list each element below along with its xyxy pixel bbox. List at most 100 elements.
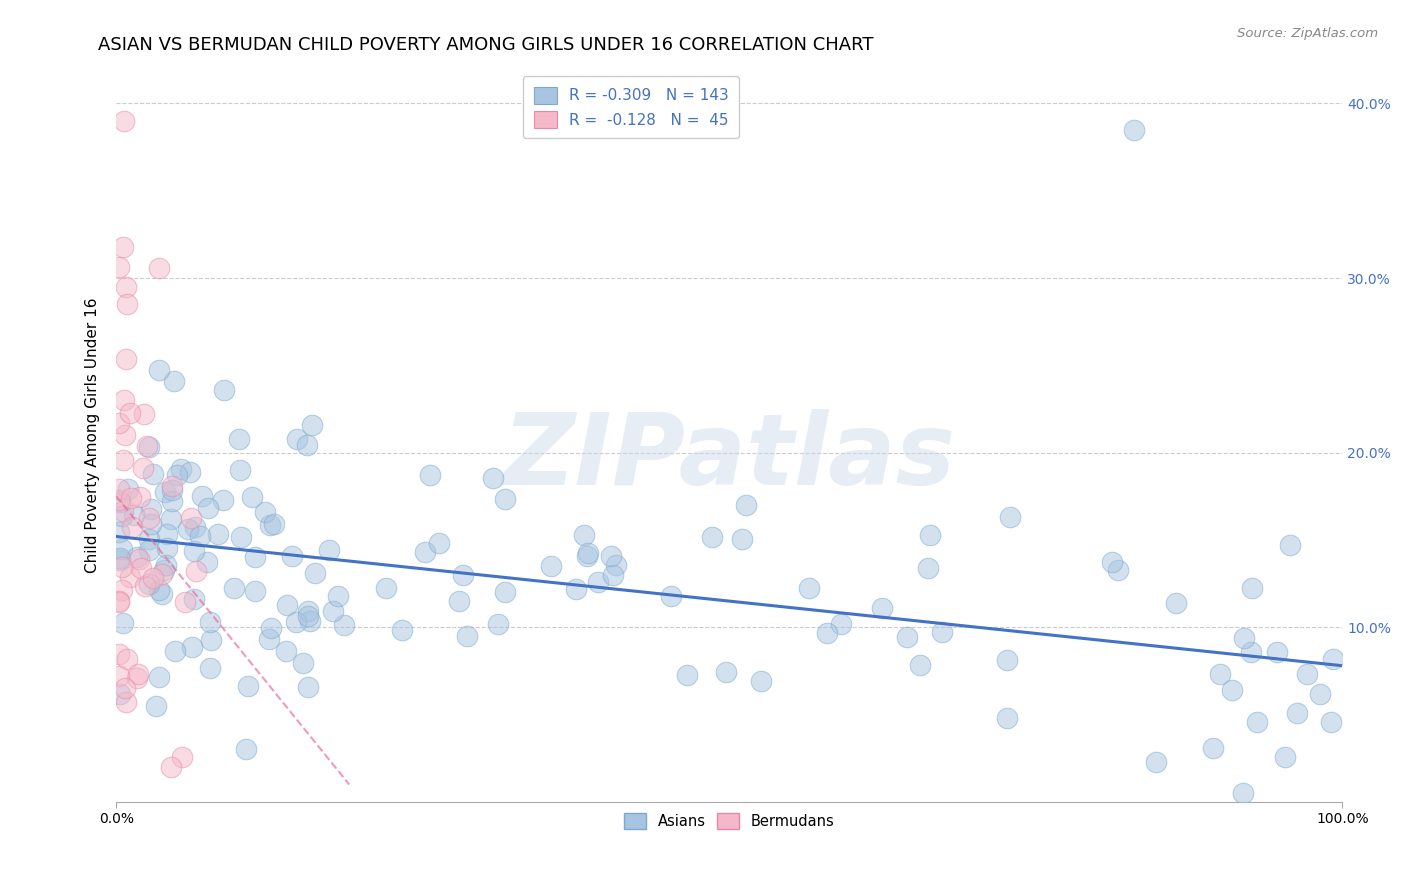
Point xyxy=(179,465,201,479)
Point xyxy=(177,522,200,536)
Point xyxy=(291,657,314,671)
Point xyxy=(183,592,205,607)
Point xyxy=(107,416,129,430)
Point xyxy=(896,630,918,644)
Point xyxy=(138,511,160,525)
Point xyxy=(148,260,170,275)
Point xyxy=(285,615,308,630)
Point xyxy=(995,653,1018,667)
Point xyxy=(112,240,135,254)
Point xyxy=(540,559,562,574)
Point xyxy=(107,260,129,274)
Point xyxy=(142,467,165,482)
Point xyxy=(482,471,505,485)
Point xyxy=(413,545,436,559)
Point xyxy=(138,543,160,558)
Point xyxy=(108,553,131,567)
Point xyxy=(114,681,136,696)
Point xyxy=(139,502,162,516)
Point xyxy=(128,490,150,504)
Point xyxy=(731,532,754,546)
Y-axis label: Child Poverty Among Girls Under 16: Child Poverty Among Girls Under 16 xyxy=(86,297,100,573)
Text: ZIPatlas: ZIPatlas xyxy=(503,409,956,506)
Point xyxy=(700,530,723,544)
Point xyxy=(259,517,281,532)
Point xyxy=(714,665,737,680)
Point xyxy=(134,579,156,593)
Point xyxy=(574,528,596,542)
Point xyxy=(285,432,308,446)
Point xyxy=(931,625,953,640)
Point xyxy=(150,587,173,601)
Point xyxy=(333,618,356,632)
Point xyxy=(872,600,894,615)
Point xyxy=(131,561,153,575)
Point xyxy=(160,493,183,508)
Point xyxy=(159,511,181,525)
Point xyxy=(138,577,160,591)
Point xyxy=(160,478,183,492)
Point xyxy=(908,657,931,672)
Point xyxy=(145,699,167,714)
Point xyxy=(107,595,129,609)
Point xyxy=(107,492,129,507)
Point xyxy=(605,558,627,572)
Point xyxy=(212,383,235,397)
Point xyxy=(297,604,319,618)
Point xyxy=(238,679,260,693)
Point xyxy=(184,520,207,534)
Point xyxy=(565,582,588,597)
Point xyxy=(118,407,141,421)
Point xyxy=(156,541,179,555)
Point xyxy=(427,536,450,550)
Point xyxy=(162,483,184,497)
Point xyxy=(148,670,170,684)
Point xyxy=(107,594,129,608)
Point xyxy=(121,519,143,533)
Point xyxy=(160,760,183,774)
Point xyxy=(115,652,138,666)
Point xyxy=(195,556,218,570)
Point xyxy=(153,562,176,576)
Point xyxy=(118,570,141,584)
Point xyxy=(1202,741,1225,756)
Point xyxy=(180,640,202,654)
Point xyxy=(1000,510,1022,524)
Point xyxy=(163,644,186,658)
Point xyxy=(228,433,250,447)
Point xyxy=(830,617,852,632)
Point xyxy=(108,525,131,540)
Point xyxy=(815,626,838,640)
Point xyxy=(148,583,170,598)
Point xyxy=(245,550,267,565)
Point xyxy=(602,567,624,582)
Point xyxy=(1166,596,1188,610)
Point xyxy=(917,561,939,575)
Point xyxy=(122,508,145,522)
Point xyxy=(139,516,162,531)
Point xyxy=(166,468,188,483)
Point xyxy=(281,549,304,563)
Point xyxy=(155,558,177,572)
Point xyxy=(114,695,136,709)
Point xyxy=(494,491,516,506)
Point xyxy=(1101,555,1123,569)
Point xyxy=(224,582,246,596)
Point xyxy=(170,749,193,764)
Point xyxy=(675,667,697,681)
Point xyxy=(1107,563,1129,577)
Point xyxy=(111,452,134,467)
Point xyxy=(150,566,173,581)
Point xyxy=(108,495,131,509)
Point xyxy=(211,492,233,507)
Point xyxy=(110,551,132,566)
Point xyxy=(174,595,197,609)
Point xyxy=(125,671,148,685)
Point xyxy=(240,490,263,504)
Point xyxy=(162,374,184,388)
Point xyxy=(117,483,139,497)
Point xyxy=(132,407,155,421)
Point xyxy=(128,552,150,566)
Point xyxy=(138,440,160,454)
Point xyxy=(301,417,323,432)
